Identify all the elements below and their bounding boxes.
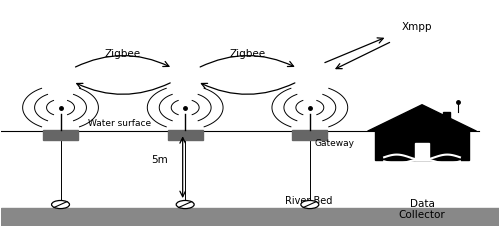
Text: Gateway: Gateway (315, 139, 355, 148)
Text: Zigbee: Zigbee (230, 49, 266, 59)
Polygon shape (368, 105, 476, 131)
Bar (292, 130, 328, 140)
Bar (444, 112, 450, 124)
Circle shape (52, 200, 70, 209)
Text: Data
Collector: Data Collector (398, 199, 446, 220)
Bar (0, 208, 500, 226)
Text: 5m: 5m (151, 155, 168, 165)
Bar (415, 143, 429, 160)
Text: River Bed: River Bed (285, 196, 333, 206)
Circle shape (301, 200, 319, 209)
Bar (374, 131, 470, 160)
Text: Zigbee: Zigbee (105, 49, 141, 59)
Bar (43, 130, 78, 140)
Bar (168, 130, 202, 140)
Text: Water surface: Water surface (88, 119, 151, 128)
Text: Xmpp: Xmpp (402, 22, 432, 32)
Circle shape (176, 200, 194, 209)
